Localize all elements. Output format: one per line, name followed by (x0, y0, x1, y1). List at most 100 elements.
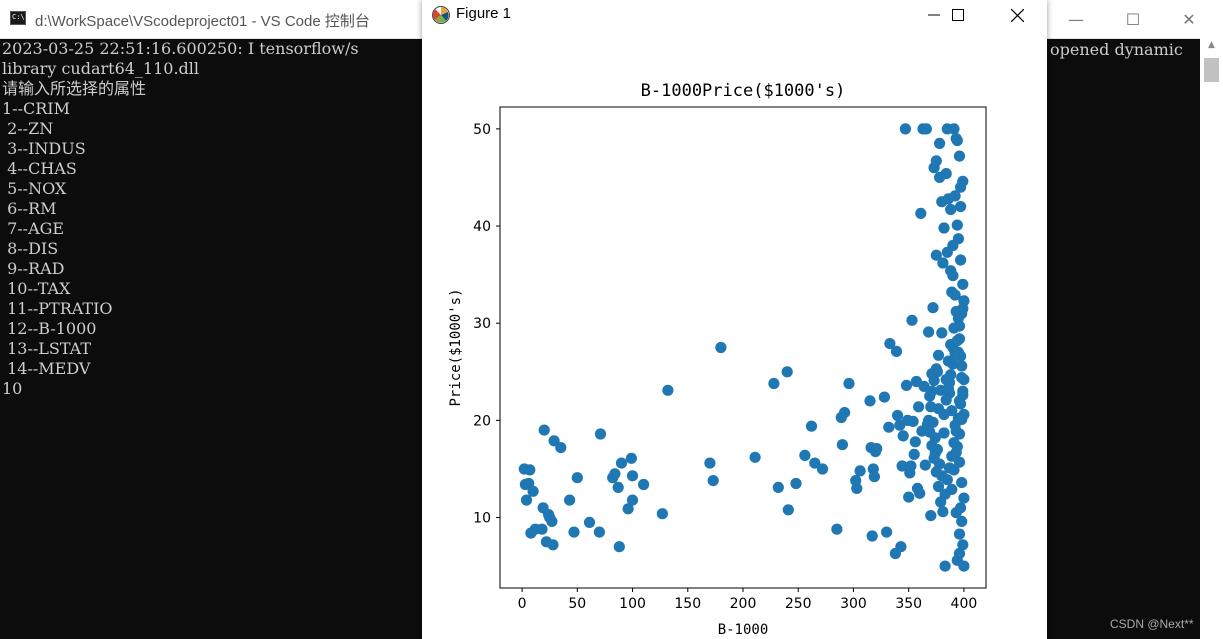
data-point (926, 385, 938, 397)
figure-maximize-button[interactable] (935, 0, 981, 30)
scatter-plot[interactable]: B-1000Price($1000's)0 50 100 150 200 250 300 35… (422, 30, 1047, 639)
data-point (923, 414, 935, 426)
scroll-thumb[interactable] (1204, 58, 1219, 82)
console-close-button[interactable]: ✕ (1182, 9, 1196, 29)
x-tick-label: 50 (568, 596, 586, 612)
console-title: d:\WorkSpace\VScodeproject01 - VS Code 控… (35, 13, 370, 30)
data-point (950, 133, 962, 145)
data-point (938, 427, 950, 439)
data-point (925, 401, 937, 413)
data-point (926, 440, 938, 452)
data-point (937, 257, 949, 269)
console-minimize-button[interactable]: — (1068, 9, 1084, 29)
data-point (928, 452, 940, 464)
data-point (949, 289, 961, 301)
console-line: 10 (2, 379, 23, 398)
data-point (956, 307, 968, 320)
console-maximize-button[interactable]: ☐ (1125, 9, 1141, 29)
data-point (919, 459, 931, 471)
data-point (538, 424, 550, 436)
data-point (920, 123, 932, 135)
data-point (948, 123, 960, 135)
data-point (906, 314, 918, 326)
minimize-icon (928, 14, 940, 16)
scroll-up-arrow-icon[interactable]: ▲ (1208, 40, 1215, 50)
data-point (881, 526, 893, 538)
data-point (940, 394, 952, 406)
chart-title: B-1000Price($1000's) (641, 81, 846, 101)
x-tick-label: 300 (840, 596, 867, 612)
data-point (707, 475, 719, 487)
console-line: 14--MEDV (2, 359, 91, 378)
data-point (955, 254, 967, 266)
console-line: 12--B-1000 (2, 319, 97, 338)
data-point (781, 366, 793, 378)
data-point (939, 488, 951, 500)
data-point (936, 327, 948, 339)
figure-close-button[interactable] (994, 0, 1040, 30)
data-point (625, 452, 637, 464)
data-point (594, 428, 607, 440)
data-point (956, 360, 968, 372)
data-point (947, 358, 959, 370)
data-point (520, 494, 533, 506)
data-point (952, 346, 965, 358)
x-tick-label: 150 (674, 596, 701, 612)
console-line: 13--LSTAT (2, 339, 91, 358)
data-point (772, 481, 784, 493)
data-point (843, 377, 855, 390)
console-line: 2023-03-25 22:51:16.600250: I tensorflow… (2, 39, 359, 58)
data-point (704, 457, 716, 469)
data-point (899, 123, 911, 135)
data-point (943, 462, 956, 474)
x-tick-label: 200 (730, 596, 757, 612)
data-point (945, 369, 957, 381)
data-point (615, 457, 628, 469)
axes-frame (499, 106, 987, 589)
data-point (953, 456, 966, 468)
maximize-icon (952, 9, 964, 21)
x-tick-label: 400 (951, 596, 978, 612)
data-point (839, 407, 851, 419)
data-point (934, 137, 946, 149)
data-point (609, 468, 621, 480)
data-point (956, 515, 968, 527)
data-point (928, 374, 940, 387)
y-tick-label: 10 (473, 511, 491, 527)
data-point (890, 345, 903, 357)
data-point (782, 504, 794, 516)
data-point (932, 349, 945, 361)
data-point (883, 421, 895, 433)
data-point (768, 377, 780, 390)
console-line: 8--DIS (2, 239, 59, 258)
data-point (878, 391, 890, 403)
data-point (524, 464, 536, 476)
data-point (892, 409, 904, 422)
data-point (953, 528, 966, 540)
data-point (934, 171, 946, 183)
console-line: 4--CHAS (2, 159, 77, 178)
x-tick-label: 100 (619, 596, 646, 612)
data-point (749, 451, 761, 463)
console-line: 3--INDUS (2, 139, 86, 158)
data-point (555, 442, 567, 454)
console-output[interactable]: 2023-03-25 22:51:16.600250: I tensorflow… (0, 38, 1200, 639)
data-point (790, 477, 802, 490)
console-scrollbar[interactable]: ▲ (1200, 38, 1223, 639)
data-point (905, 460, 917, 472)
x-axis-label: B-1000 (718, 622, 769, 638)
console-line: 9--RAD (2, 259, 65, 278)
data-point (936, 196, 948, 208)
data-point (809, 457, 821, 469)
data-point (896, 460, 908, 472)
data-point (951, 335, 963, 347)
data-point (955, 398, 967, 410)
data-point (924, 426, 936, 438)
data-point (957, 385, 969, 397)
figure-minimize-button[interactable] (911, 0, 957, 30)
figure-titlebar[interactable]: Figure 1 (422, 0, 1047, 30)
data-point (927, 302, 939, 314)
x-tick-label: 0 (518, 596, 527, 612)
data-point (836, 439, 848, 451)
close-icon (1010, 8, 1024, 22)
